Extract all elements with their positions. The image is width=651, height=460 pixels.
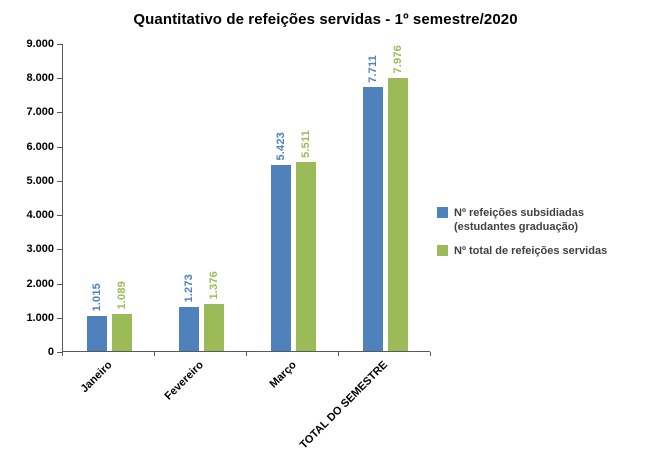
legend: Nº refeições subsidiadas (estudantes gra… xyxy=(437,206,643,258)
bar-value-label-wrap: 5.511 xyxy=(296,130,316,158)
bar-value-label-wrap: 1.015 xyxy=(87,283,107,312)
bar xyxy=(87,316,107,351)
bar-value-label: 1.015 xyxy=(91,283,103,312)
bar-value-label: 1.089 xyxy=(116,281,128,310)
y-axis-tick-label: 7.000 xyxy=(26,106,54,119)
bar xyxy=(296,162,316,351)
bar-value-label-wrap: 5.423 xyxy=(271,132,291,161)
x-category-label: Fevereiro xyxy=(162,359,207,403)
bar xyxy=(112,314,132,351)
x-axis-tick-mark xyxy=(62,352,63,356)
x-category-label: Janeiro xyxy=(78,359,115,396)
y-axis-tick-label: 0 xyxy=(47,346,54,358)
bar xyxy=(179,307,199,351)
bar-value-label: 1.376 xyxy=(208,271,220,300)
bar-value-label: 7.711 xyxy=(367,55,379,83)
x-axis-tick-mark xyxy=(246,352,247,356)
bar-value-label: 7.976 xyxy=(392,45,404,74)
y-axis-tick-mark xyxy=(57,352,62,353)
bar-value-label-wrap: 7.711 xyxy=(363,55,383,83)
bar-value-label: 5.511 xyxy=(300,130,312,158)
legend-item: Nº refeições subsidiadas (estudantes gra… xyxy=(437,206,643,235)
legend-swatch xyxy=(437,207,448,218)
bar-value-label-wrap: 1.376 xyxy=(204,271,224,300)
bar-value-label: 5.423 xyxy=(275,132,287,161)
x-axis-tick-mark xyxy=(154,352,155,356)
y-axis-tick-label: 3.000 xyxy=(26,243,54,256)
y-axis-tick-label: 1.000 xyxy=(26,311,54,324)
x-axis-tick-mark xyxy=(430,352,431,356)
bar-value-label: 1.273 xyxy=(183,274,195,303)
x-axis-tick-mark xyxy=(338,352,339,356)
y-axis-tick-label: 5.000 xyxy=(26,174,54,187)
y-axis-tick-label: 2.000 xyxy=(26,277,54,290)
bar xyxy=(271,165,291,351)
legend-series-label: Nº refeições subsidiadas (estudantes gra… xyxy=(454,207,584,234)
y-axis-tick-label: 4.000 xyxy=(26,209,54,222)
legend-swatch xyxy=(437,244,448,256)
y-axis-tick-label: 8.000 xyxy=(26,72,54,85)
y-axis-tick-label: 6.000 xyxy=(26,140,54,153)
bar xyxy=(388,78,408,351)
x-category-label: TOTAL DO SEMESTRE xyxy=(298,359,391,452)
bar xyxy=(204,304,224,351)
legend-series-label: Nº total de refeições servidas xyxy=(454,244,608,257)
bar-value-label-wrap: 7.976 xyxy=(388,45,408,74)
bar xyxy=(363,87,383,351)
plot-area: 1.015 1.089 1.273 1.376 5.423 5.511 7.711 7.976 xyxy=(62,44,430,352)
bar-value-label-wrap: 1.089 xyxy=(112,281,132,310)
x-category-label: Março xyxy=(267,359,299,391)
chart-title: Quantitativo de refeições servidas - 1º … xyxy=(133,11,518,28)
y-axis-tick-label: 9.000 xyxy=(26,38,54,50)
legend-item: Nº total de refeições servidas xyxy=(437,244,643,258)
bar-value-label-wrap: 1.273 xyxy=(179,274,199,303)
